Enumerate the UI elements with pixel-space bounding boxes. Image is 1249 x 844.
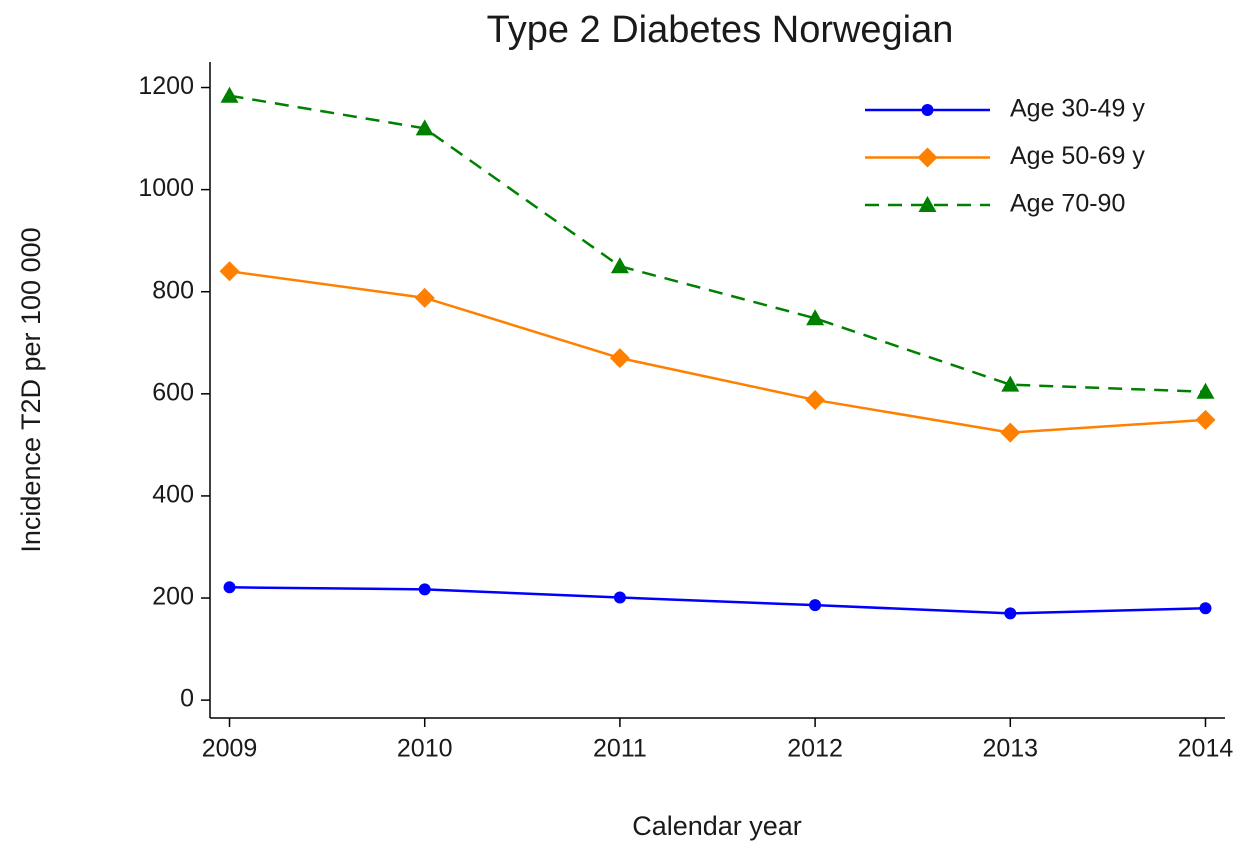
marker bbox=[809, 599, 822, 612]
chart-title: Type 2 Diabetes Norwegian bbox=[487, 9, 954, 51]
y-tick-label: 1000 bbox=[138, 174, 194, 202]
legend-marker bbox=[921, 104, 934, 116]
series-line bbox=[229, 586, 1206, 615]
marker bbox=[1001, 375, 1020, 392]
y-tick-label: 0 bbox=[180, 685, 194, 713]
marker bbox=[1195, 409, 1216, 430]
marker bbox=[1196, 382, 1215, 399]
legend-label: Age 70-90 bbox=[1010, 190, 1125, 218]
marker bbox=[415, 119, 434, 136]
y-tick-label: 400 bbox=[152, 481, 194, 509]
marker bbox=[1000, 422, 1021, 443]
series-line bbox=[229, 270, 1206, 434]
y-tick-label: 200 bbox=[152, 583, 194, 611]
marker bbox=[223, 581, 236, 594]
marker bbox=[1199, 602, 1212, 615]
marker bbox=[613, 591, 626, 604]
marker bbox=[418, 583, 431, 596]
marker bbox=[219, 261, 240, 282]
y-axis-label: Incidence T2D per 100 000 bbox=[16, 227, 46, 552]
legend-label: Age 30-49 y bbox=[1010, 95, 1145, 123]
x-tick-label: 2009 bbox=[202, 735, 258, 763]
legend-marker bbox=[918, 196, 937, 212]
y-tick-label: 1200 bbox=[138, 72, 194, 100]
y-tick-label: 600 bbox=[152, 378, 194, 406]
x-tick-label: 2012 bbox=[787, 735, 843, 763]
legend-marker bbox=[917, 147, 938, 168]
x-axis-label: Calendar year bbox=[632, 811, 802, 841]
x-tick-label: 2011 bbox=[593, 735, 647, 763]
marker bbox=[609, 348, 630, 369]
marker bbox=[610, 257, 629, 274]
marker bbox=[220, 86, 239, 103]
legend-label: Age 50-69 y bbox=[1010, 142, 1145, 170]
y-tick-label: 800 bbox=[152, 276, 194, 304]
marker bbox=[806, 309, 825, 326]
marker bbox=[414, 287, 435, 308]
marker bbox=[1004, 607, 1017, 620]
marker bbox=[805, 389, 826, 410]
series-line bbox=[229, 94, 1206, 394]
x-tick-label: 2014 bbox=[1178, 735, 1234, 763]
x-tick-label: 2010 bbox=[397, 735, 453, 763]
x-tick-label: 2013 bbox=[982, 735, 1038, 763]
